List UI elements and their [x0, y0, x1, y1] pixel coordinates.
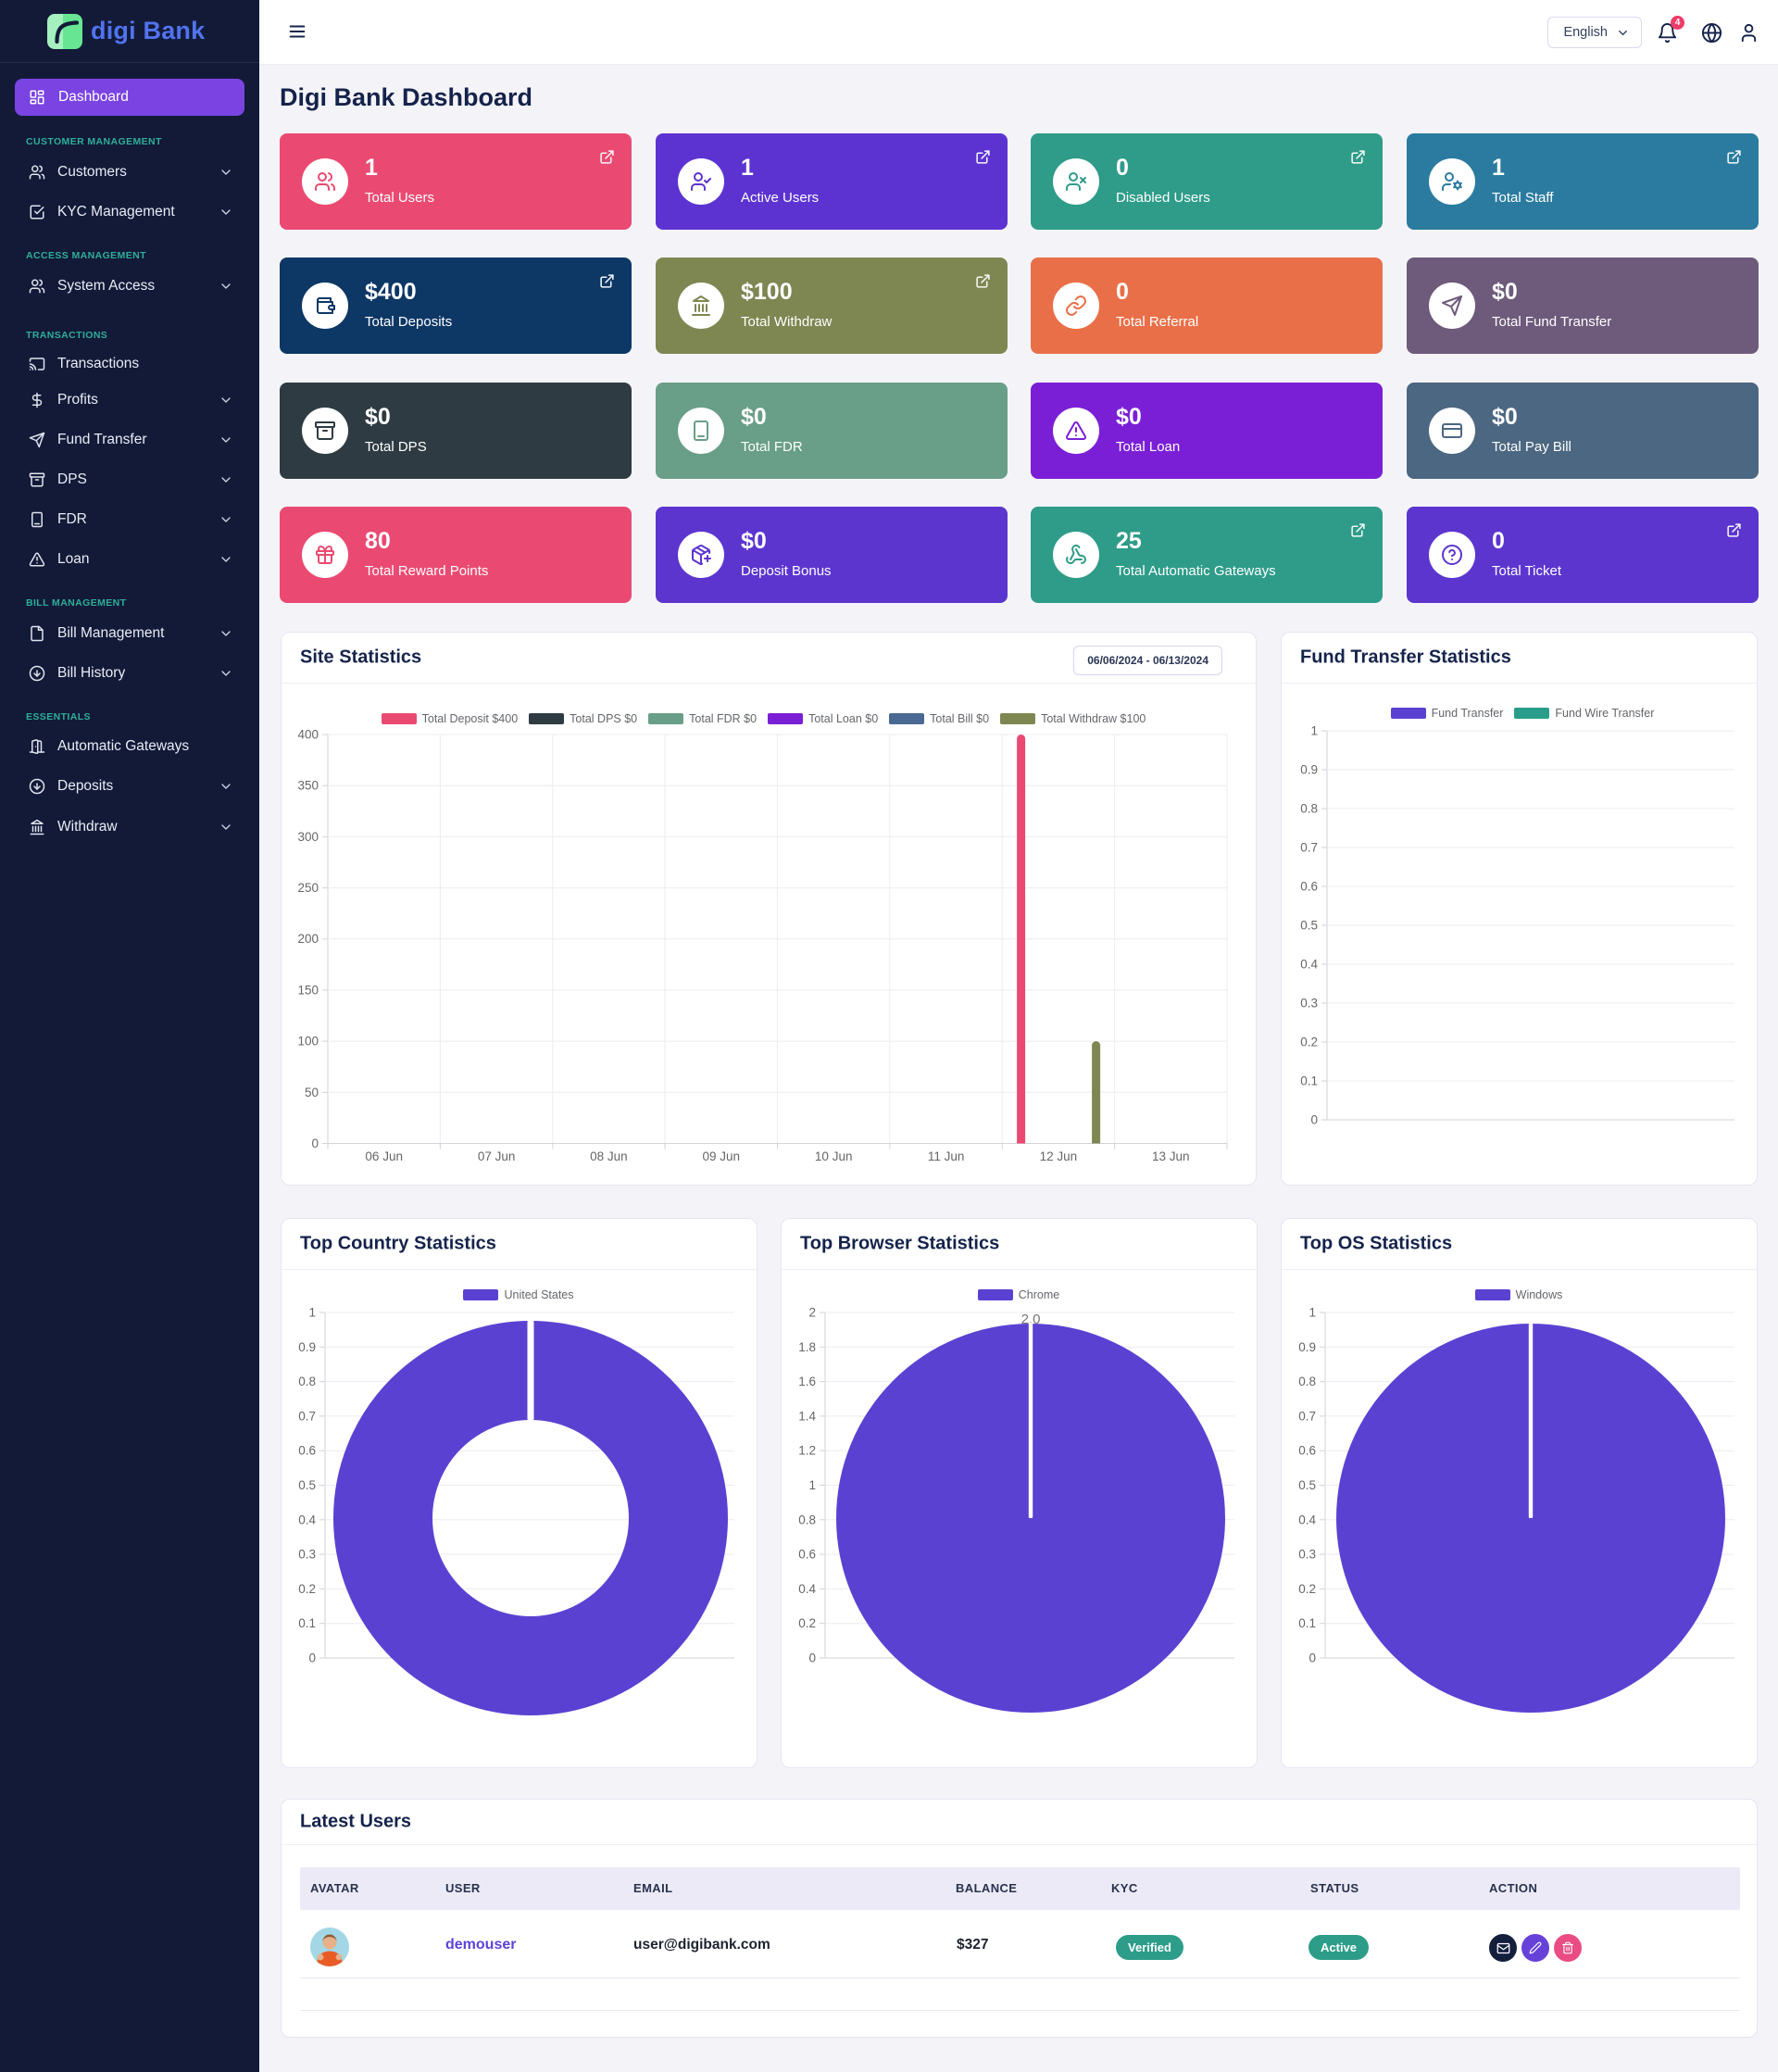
svg-text:0.2: 0.2	[798, 1616, 816, 1630]
svg-text:0.1: 0.1	[1300, 1074, 1318, 1088]
svg-text:0.9: 0.9	[1298, 1340, 1316, 1354]
svg-text:0.2: 0.2	[1298, 1582, 1316, 1596]
svg-text:10 Jun: 10 Jun	[815, 1149, 853, 1163]
svg-text:0.4: 0.4	[1298, 1513, 1316, 1526]
svg-text:350: 350	[297, 779, 319, 793]
svg-text:0.8: 0.8	[298, 1375, 316, 1388]
svg-text:0.2: 0.2	[298, 1582, 316, 1596]
svg-text:0.9: 0.9	[1300, 763, 1318, 777]
svg-text:1: 1	[308, 1306, 316, 1320]
svg-text:0.6: 0.6	[1298, 1444, 1316, 1458]
svg-text:150: 150	[297, 983, 319, 997]
svg-text:0.1: 0.1	[298, 1616, 316, 1630]
svg-text:0.1: 0.1	[1298, 1616, 1316, 1630]
svg-text:0: 0	[311, 1136, 319, 1150]
svg-text:0.8: 0.8	[1298, 1375, 1316, 1388]
svg-text:0.8: 0.8	[798, 1513, 816, 1526]
svg-text:0.3: 0.3	[1298, 1548, 1316, 1562]
svg-text:1: 1	[1308, 1306, 1316, 1320]
svg-text:0: 0	[308, 1651, 316, 1665]
svg-text:0.7: 0.7	[1300, 841, 1318, 855]
svg-text:0.4: 0.4	[798, 1582, 816, 1596]
svg-text:09 Jun: 09 Jun	[703, 1149, 741, 1163]
svg-text:0.5: 0.5	[1300, 919, 1318, 933]
svg-text:0: 0	[808, 1651, 816, 1665]
svg-text:08 Jun: 08 Jun	[590, 1149, 628, 1163]
svg-text:1.4: 1.4	[798, 1409, 816, 1423]
svg-text:2.0: 2.0	[1021, 1312, 1041, 1327]
svg-text:0.5: 0.5	[1298, 1478, 1316, 1492]
svg-text:0.7: 0.7	[298, 1409, 316, 1423]
svg-text:0.8: 0.8	[1300, 802, 1318, 816]
svg-text:300: 300	[297, 830, 319, 844]
svg-text:0.6: 0.6	[1300, 880, 1318, 894]
svg-text:0.5: 0.5	[298, 1478, 316, 1492]
svg-text:100: 100	[297, 1035, 319, 1049]
svg-text:12 Jun: 12 Jun	[1040, 1149, 1078, 1163]
svg-text:0.4: 0.4	[1300, 958, 1318, 972]
svg-text:2: 2	[808, 1306, 816, 1320]
svg-text:0.9: 0.9	[298, 1340, 316, 1354]
svg-text:250: 250	[297, 881, 319, 895]
svg-text:200: 200	[297, 932, 319, 946]
svg-text:1.2: 1.2	[798, 1444, 816, 1458]
svg-text:50: 50	[305, 1086, 319, 1099]
svg-text:0.6: 0.6	[298, 1444, 316, 1458]
svg-text:06 Jun: 06 Jun	[365, 1149, 403, 1163]
svg-text:1.8: 1.8	[798, 1340, 816, 1354]
svg-text:1.6: 1.6	[798, 1375, 816, 1388]
svg-text:0.3: 0.3	[298, 1548, 316, 1562]
svg-text:0: 0	[1308, 1651, 1316, 1665]
svg-text:1: 1	[1310, 724, 1318, 738]
svg-text:1: 1	[808, 1478, 816, 1492]
svg-text:0.6: 0.6	[798, 1548, 816, 1562]
svg-text:11 Jun: 11 Jun	[928, 1149, 965, 1163]
svg-text:400: 400	[297, 728, 319, 742]
svg-text:0.3: 0.3	[1300, 997, 1318, 1011]
svg-text:13 Jun: 13 Jun	[1152, 1149, 1190, 1163]
svg-text:0: 0	[1310, 1113, 1318, 1127]
svg-text:0.7: 0.7	[1298, 1409, 1316, 1423]
svg-text:0.4: 0.4	[298, 1513, 316, 1526]
svg-text:07 Jun: 07 Jun	[478, 1149, 516, 1163]
svg-text:0.2: 0.2	[1300, 1036, 1318, 1049]
